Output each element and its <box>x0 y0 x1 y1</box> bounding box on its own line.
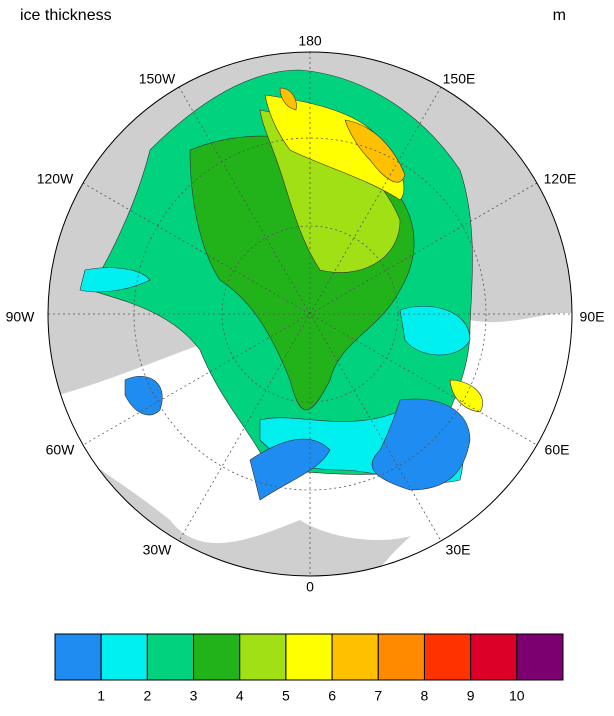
colorbar-box <box>470 633 518 681</box>
lon-label: 90W <box>6 309 36 325</box>
ice-2c <box>79 267 151 293</box>
ice-1c <box>124 375 163 416</box>
colorbar-box <box>146 633 195 681</box>
lon-label: 60W <box>46 442 76 458</box>
title: ice thickness <box>20 7 112 24</box>
colorbar-label: 10 <box>509 688 525 704</box>
colorbar-label: 5 <box>282 688 290 704</box>
lon-label: 150W <box>139 71 176 87</box>
meridians <box>48 52 572 576</box>
colorbar-label: 4 <box>236 688 244 704</box>
colorbar-label: 9 <box>467 688 475 704</box>
ice-6b <box>449 379 483 413</box>
colorbar-label: 1 <box>97 688 105 704</box>
colorbar-box <box>239 633 287 681</box>
colorbar-box <box>100 633 148 681</box>
colorbar-label: 8 <box>421 688 429 704</box>
colorbar-box <box>423 633 472 681</box>
ice-6 <box>264 94 405 201</box>
map-border <box>47 51 573 577</box>
colorbar: 1 2 3 4 5 6 7 8 9 10 <box>54 633 564 704</box>
colorbar-box <box>193 633 241 681</box>
lon-label: 90E <box>580 309 605 325</box>
ice-7b <box>279 87 297 111</box>
colorbar-box <box>285 633 333 681</box>
lon-label: 180 <box>298 33 322 49</box>
colorbar-box <box>54 633 102 681</box>
ice-7 <box>344 119 406 183</box>
colorbar-box <box>377 633 425 681</box>
colorbar-label: 3 <box>190 688 198 704</box>
units: m <box>553 7 566 24</box>
lon-label: 150E <box>443 71 476 87</box>
lon-label: 30W <box>143 542 173 558</box>
ice-2b <box>399 305 471 356</box>
lon-label: 120W <box>37 171 74 187</box>
lon-label: 60E <box>545 442 570 458</box>
ice-1b <box>249 438 331 501</box>
lon-label: 120E <box>544 171 577 187</box>
lat-circle <box>133 137 487 491</box>
lon-label: 0 <box>306 579 314 595</box>
lon-label: 30E <box>446 542 471 558</box>
colorbar-label: 6 <box>328 688 336 704</box>
colorbar-box <box>331 633 379 681</box>
map <box>48 52 572 576</box>
colorbar-box <box>516 633 564 681</box>
colorbar-label: 7 <box>374 688 382 704</box>
colorbar-label: 2 <box>143 688 151 704</box>
lon-labels: 180 150E 120E 90E 60E 30E 0 30W 60W 90W 120W 150W <box>6 33 605 595</box>
